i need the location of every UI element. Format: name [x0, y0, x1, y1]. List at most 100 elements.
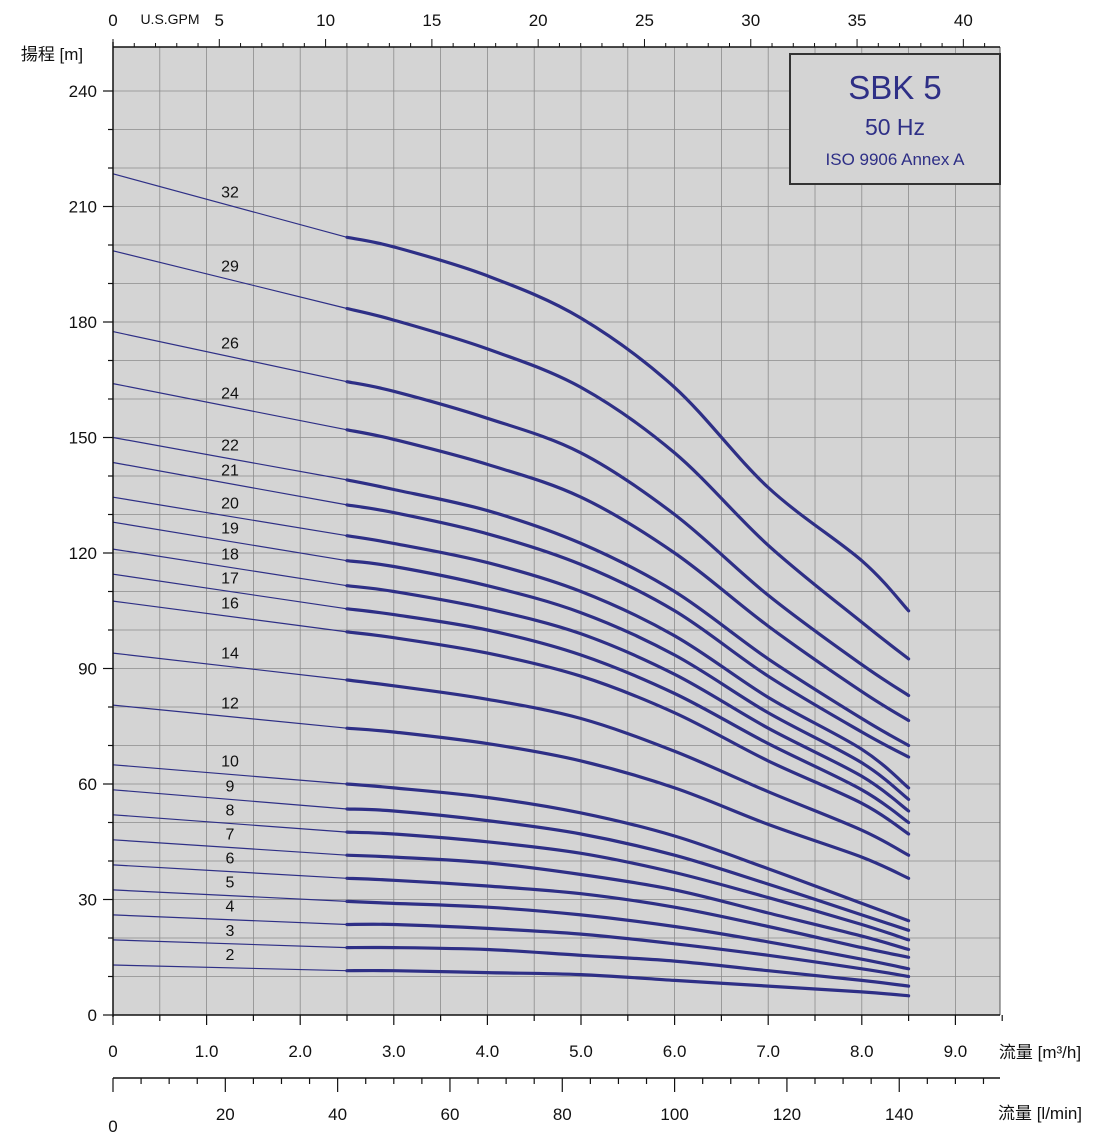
x-tick-label: 4.0: [476, 1042, 500, 1061]
curve-20: [345, 534, 911, 790]
x2-tick-label: 100: [660, 1105, 688, 1124]
series-label: 7: [226, 827, 235, 844]
curve-32: [345, 235, 911, 613]
curve-14: [345, 678, 911, 857]
series-label: 22: [221, 438, 239, 455]
x-top-tick-label: 15: [422, 11, 441, 30]
x-top-tick-label: 40: [954, 11, 973, 30]
curve-22: [345, 478, 911, 748]
y-tick-label: 60: [78, 775, 97, 794]
curve-21-extrapolated: [112, 461, 348, 506]
title-box-frame: [789, 53, 1001, 185]
series-label: 24: [221, 386, 239, 403]
curve-10-extrapolated: [112, 764, 348, 785]
x-tick-label: 6.0: [663, 1042, 687, 1061]
curve-18-extrapolated: [112, 548, 348, 587]
curve-6-extrapolated: [112, 864, 348, 879]
x2-tick-label: 60: [440, 1105, 459, 1124]
series-label: 8: [226, 802, 235, 819]
x-tick-label: 0: [108, 1042, 117, 1061]
y-tick-label: 210: [69, 198, 97, 217]
x-top-tick-label: 5: [215, 11, 224, 30]
curve-16: [345, 630, 911, 836]
x2-tick-label: 80: [553, 1105, 572, 1124]
curve-4-extrapolated: [112, 914, 348, 926]
x-tick-label: 7.0: [756, 1042, 780, 1061]
x-tick-label: 2.0: [288, 1042, 312, 1061]
curve-26: [345, 380, 911, 698]
series-label: 5: [226, 875, 235, 892]
series-label: 4: [226, 899, 235, 916]
curve-2-extrapolated: [112, 964, 348, 972]
curve-18: [345, 584, 911, 813]
series-label: 19: [221, 520, 239, 537]
x-top-tick-label: 10: [316, 11, 335, 30]
x-tick-label: 5.0: [569, 1042, 593, 1061]
y-tick-label: 90: [78, 660, 97, 679]
series-label: 10: [221, 753, 239, 770]
curve-20-extrapolated: [112, 496, 348, 537]
x-top-tick-label: 35: [848, 11, 867, 30]
title-box: SBK 5 50 Hz ISO 9906 Annex A: [789, 53, 1001, 185]
curve-7-extrapolated: [112, 839, 348, 856]
curve-26-extrapolated: [112, 331, 348, 383]
curve-2: [345, 968, 911, 998]
curve-21: [345, 503, 911, 759]
chart-title: SBK 5: [848, 69, 942, 106]
curve-7: [345, 853, 911, 952]
series-label: 3: [226, 923, 235, 940]
x-tick-label: 8.0: [850, 1042, 874, 1061]
curve-6: [345, 876, 911, 959]
curve-17-extrapolated: [112, 573, 348, 610]
series-label: 16: [221, 596, 239, 613]
x2-axis-title: 流量 [l/min]: [998, 1104, 1082, 1123]
curve-24: [345, 428, 911, 723]
x2-tick-label: 40: [328, 1105, 347, 1124]
curve-3: [345, 945, 911, 988]
x-top-tick-label: 25: [635, 11, 654, 30]
curve-8: [345, 830, 911, 942]
x2-tick-label: 120: [773, 1105, 801, 1124]
curve-19-extrapolated: [112, 521, 348, 562]
curve-5-extrapolated: [112, 889, 348, 902]
series-label: 26: [221, 336, 239, 353]
chart-subtitle: 50 Hz: [865, 114, 925, 140]
y-tick-label: 240: [69, 82, 97, 101]
curve-29-extrapolated: [112, 250, 348, 310]
x-top-axis-title: U.S.GPM: [140, 11, 199, 27]
curve-4: [345, 922, 911, 979]
series-label: 18: [221, 546, 239, 563]
curve-10: [345, 782, 911, 923]
curve-17: [345, 607, 911, 825]
y-tick-label: 180: [69, 313, 97, 332]
series-label: 9: [226, 778, 235, 795]
x-tick-label: 3.0: [382, 1042, 406, 1061]
x-top-tick-label: 20: [529, 11, 548, 30]
chart-standard-label: ISO 9906 Annex A: [826, 150, 966, 169]
curve-29: [345, 306, 911, 661]
curve-9: [345, 807, 911, 932]
series-label: 2: [226, 947, 235, 964]
y-tick-label: 150: [69, 429, 97, 448]
series-label: 6: [226, 851, 235, 868]
y-tick-label: 0: [88, 1006, 97, 1025]
curve-12-extrapolated: [112, 704, 348, 729]
series-label: 29: [221, 259, 239, 276]
series-label: 14: [221, 646, 239, 663]
series-label: 21: [221, 463, 239, 480]
x-tick-label: 9.0: [944, 1042, 968, 1061]
curve-16-extrapolated: [112, 600, 348, 633]
y-tick-label: 120: [69, 544, 97, 563]
series-label: 32: [221, 185, 239, 202]
x-tick-label: 1.0: [195, 1042, 219, 1061]
curve-5: [345, 899, 911, 971]
x-top-tick-label: 30: [741, 11, 760, 30]
x-axis-title: 流量 [m³/h]: [999, 1043, 1081, 1062]
x2-tick-label: 0: [108, 1117, 117, 1136]
curve-9-extrapolated: [112, 789, 348, 810]
x2-tick-label: 140: [885, 1105, 913, 1124]
curve-12: [345, 726, 911, 880]
series-label: 12: [221, 696, 239, 713]
curve-14-extrapolated: [112, 652, 348, 681]
